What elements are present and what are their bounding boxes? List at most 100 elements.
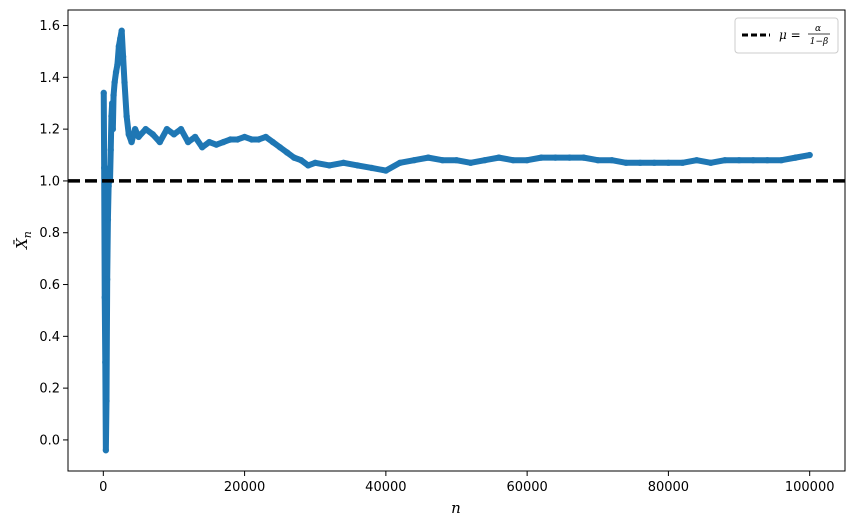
scatter-point [184,138,192,146]
scatter-point [105,182,112,190]
scatter-point [778,157,785,164]
scatter-point [276,144,284,151]
scatter-point [142,125,149,133]
scatter-point [234,136,241,143]
x-tick-label: 20000 [224,480,265,495]
y-axis-label-main: X̄ [13,237,31,250]
scatter-point [297,157,305,164]
y-axis-label-sub: n [21,231,34,238]
scatter-point [101,294,108,301]
x-tick-label: 80000 [648,480,689,495]
scatter-point [622,159,630,167]
scatter-point [206,138,213,146]
scatter-point [104,276,111,283]
scatter-point [111,79,118,86]
scatter-point [396,159,404,167]
scatter-point [177,125,185,133]
scatter-point [453,157,460,164]
y-tick-label: 0.2 [39,382,60,397]
scatter-trace [100,27,813,454]
scatter-point [495,154,503,161]
y-tick-label: 1.6 [39,19,60,34]
scatter-point [382,167,390,174]
scatter-point [100,89,107,97]
x-axis-label: n [451,499,461,517]
scatter-point [110,92,117,99]
scatter-point [636,159,644,167]
scatter-point [792,154,799,161]
scatter-point [304,162,312,169]
y-tick-label: 0.6 [39,278,60,293]
scatter-point [340,159,347,167]
y-tick-label: 0.0 [39,433,60,448]
scatter-point [112,68,120,76]
legend-label-numerator: α [815,24,821,34]
scatter-point [326,162,333,169]
scatter-point [114,61,121,68]
scatter-point [425,154,432,161]
scatter-point [749,157,757,164]
scatter-point [163,125,171,133]
svg-text:X̄n: X̄n [13,231,34,250]
scatter-point [283,149,291,156]
y-tick-label: 1.2 [39,123,60,138]
scatter-point [312,159,319,167]
scatter-point [213,141,220,148]
y-axis: 0.0 0.2 0.4 0.6 0.8 1.0 1.2 1.4 1.6 [39,19,68,448]
legend-label-denominator: 1−β [810,37,828,47]
scatter-point [764,157,771,164]
scatter-point [104,216,112,223]
scatter-point [255,136,262,143]
scatter-point [121,79,128,86]
scatter-point [806,151,813,159]
x-tick-label: 0 [99,480,107,495]
scatter-point [170,131,178,138]
scatter-point [679,159,686,167]
scatter-point [523,157,531,164]
scatter-point [108,112,115,120]
x-tick-label: 60000 [506,480,547,495]
x-tick-label: 40000 [365,480,406,495]
plot-frame [67,9,846,472]
scatter-point [156,138,164,146]
scatter-point [102,359,109,366]
y-axis-label: X̄n [13,231,34,250]
scatter-series [100,27,813,454]
scatter-point [125,131,132,138]
scatter-point [665,159,672,167]
scatter-point [135,133,142,141]
scatter-point [100,164,108,172]
scatter-point [199,144,206,151]
scatter-point [354,162,361,169]
scatter-point [467,159,474,167]
scatter-point [538,154,545,161]
x-tick-label: 100000 [785,480,835,495]
scatter-point [693,157,700,164]
legend: μ = α 1−β [734,17,839,54]
scatter-point [115,43,123,50]
scatter-point [439,157,446,164]
scatter-point [262,133,269,141]
y-tick-label: 1.4 [39,71,60,86]
x-axis: 0 20000 40000 60000 80000 100000 [99,471,835,495]
scatter-point [509,157,517,164]
scatter-point [191,133,199,141]
scatter-point [580,154,587,161]
scatter-point [149,131,156,138]
scatter-point [481,157,488,164]
scatter-point [118,27,125,34]
scatter-point [248,136,255,143]
scatter-point [128,138,135,146]
scatter-point [220,138,227,146]
scatter-point [566,154,573,161]
scatter-point [106,164,113,172]
legend-label-prefix: μ = [779,28,801,42]
scatter-point [269,138,277,146]
scatter-point [123,112,130,120]
scatter-point [103,397,110,405]
scatter-point [721,157,729,164]
y-tick-label: 0.4 [39,330,60,345]
scatter-point [119,53,127,60]
scatter-point [290,154,298,161]
